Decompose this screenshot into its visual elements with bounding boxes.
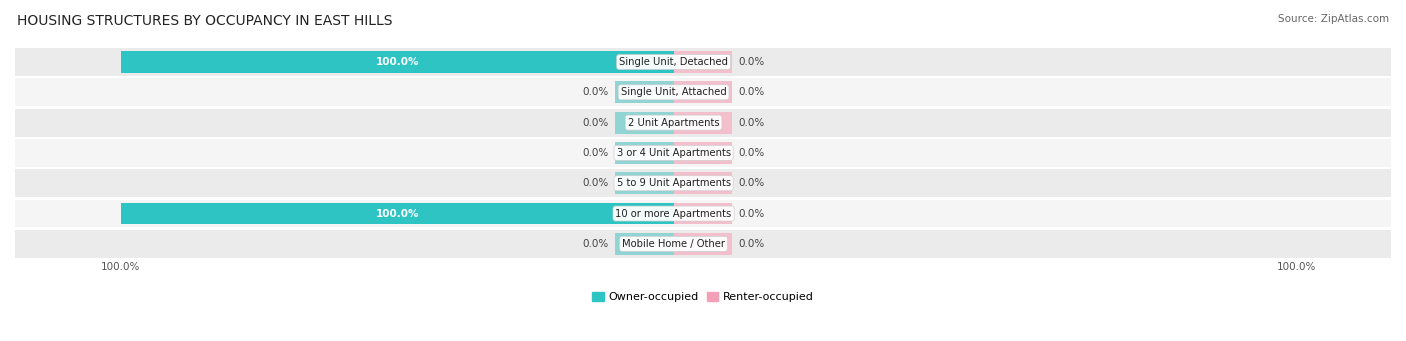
Bar — [15, 230, 1391, 258]
Text: 5 to 9 Unit Apartments: 5 to 9 Unit Apartments — [617, 178, 731, 188]
Bar — [614, 81, 673, 103]
Bar — [673, 142, 733, 164]
Bar — [15, 199, 1391, 227]
Text: 0.0%: 0.0% — [738, 118, 765, 128]
Text: Single Unit, Attached: Single Unit, Attached — [620, 87, 727, 97]
Text: 10 or more Apartments: 10 or more Apartments — [616, 209, 731, 219]
Text: HOUSING STRUCTURES BY OCCUPANCY IN EAST HILLS: HOUSING STRUCTURES BY OCCUPANCY IN EAST … — [17, 14, 392, 28]
Text: 0.0%: 0.0% — [582, 118, 609, 128]
Text: 0.0%: 0.0% — [582, 148, 609, 158]
Bar — [121, 51, 673, 73]
Text: 0.0%: 0.0% — [738, 87, 765, 97]
Text: 2 Unit Apartments: 2 Unit Apartments — [628, 118, 720, 128]
Bar — [673, 172, 733, 194]
Bar — [614, 112, 673, 134]
Text: 0.0%: 0.0% — [738, 178, 765, 188]
Text: 100.0%: 100.0% — [101, 262, 141, 272]
Bar — [673, 203, 733, 224]
Text: Mobile Home / Other: Mobile Home / Other — [621, 239, 725, 249]
Text: 0.0%: 0.0% — [582, 239, 609, 249]
Text: 0.0%: 0.0% — [738, 57, 765, 67]
Bar — [614, 142, 673, 164]
Text: 0.0%: 0.0% — [582, 178, 609, 188]
Bar — [614, 233, 673, 255]
Text: Single Unit, Detached: Single Unit, Detached — [619, 57, 728, 67]
Text: 3 or 4 Unit Apartments: 3 or 4 Unit Apartments — [617, 148, 731, 158]
Bar — [15, 169, 1391, 197]
Text: 100.0%: 100.0% — [1277, 262, 1316, 272]
Text: 100.0%: 100.0% — [375, 209, 419, 219]
Text: 0.0%: 0.0% — [738, 148, 765, 158]
Text: 0.0%: 0.0% — [738, 239, 765, 249]
Legend: Owner-occupied, Renter-occupied: Owner-occupied, Renter-occupied — [588, 288, 818, 307]
Bar — [673, 81, 733, 103]
Text: 0.0%: 0.0% — [738, 209, 765, 219]
Bar — [15, 109, 1391, 136]
Text: 0.0%: 0.0% — [582, 87, 609, 97]
Text: Source: ZipAtlas.com: Source: ZipAtlas.com — [1278, 14, 1389, 24]
Text: 100.0%: 100.0% — [375, 57, 419, 67]
Bar — [614, 172, 673, 194]
Bar — [15, 48, 1391, 76]
Bar — [121, 203, 673, 224]
Bar — [15, 78, 1391, 106]
Bar — [15, 139, 1391, 167]
Bar — [673, 51, 733, 73]
Bar — [673, 112, 733, 134]
Bar — [673, 233, 733, 255]
